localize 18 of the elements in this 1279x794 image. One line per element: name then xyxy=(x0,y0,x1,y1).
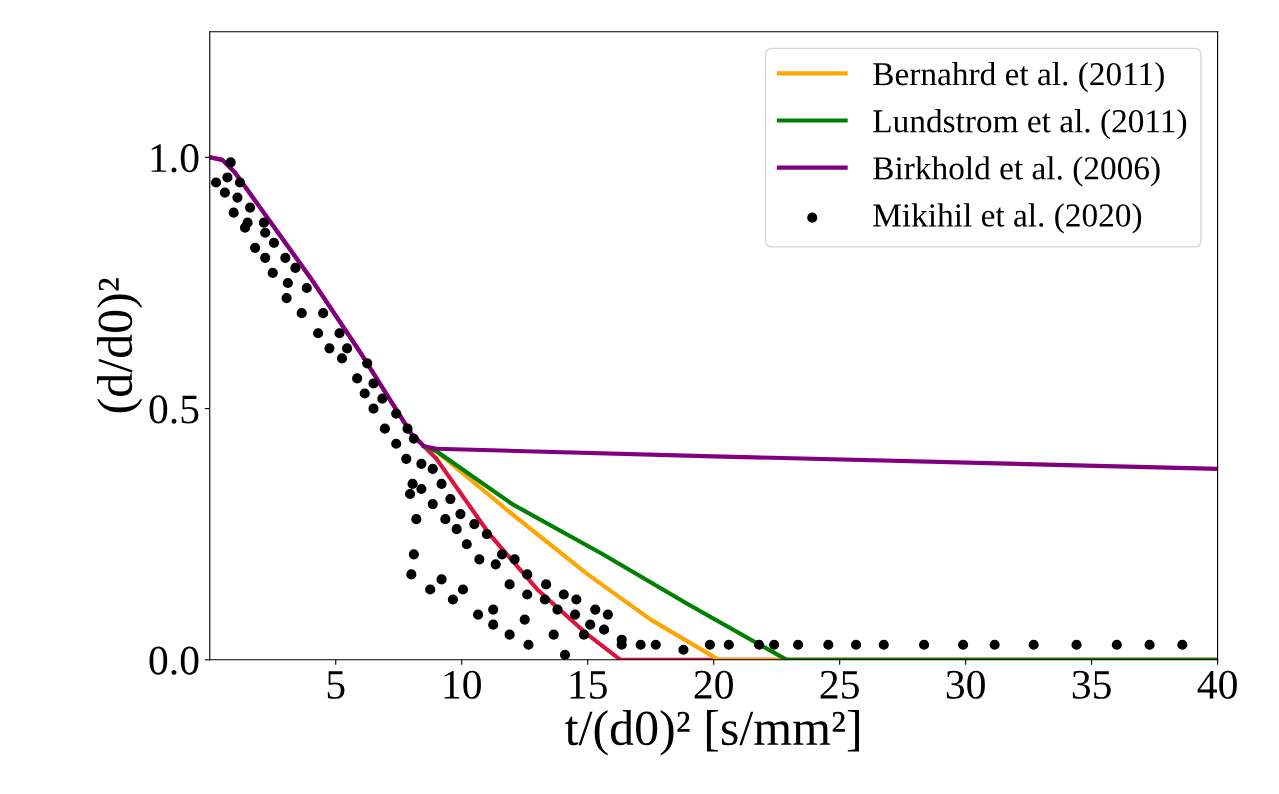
legend-label: Birkhold et al. (2006) xyxy=(873,156,1160,187)
y-tick-label: 0.0 xyxy=(149,646,199,675)
x-tick-label: 30 xyxy=(946,670,985,699)
legend-label: Lundstrom et al. (2011) xyxy=(873,109,1187,140)
x-tick-label: 10 xyxy=(444,670,481,699)
x-axis-title: t/(d0)² [s/mm²] xyxy=(565,710,859,756)
legend-label: Bernahrd et al. (2011) xyxy=(873,61,1164,93)
x-tick-label: 5 xyxy=(327,671,345,699)
line-series xyxy=(209,155,1218,471)
x-tick-label: 20 xyxy=(694,670,733,699)
legend-label: Mikihil et al. (2020) xyxy=(873,203,1142,234)
x-tick-label: 35 xyxy=(1072,670,1111,699)
x-tick-label: 25 xyxy=(820,670,859,699)
x-tick-label: 40 xyxy=(1197,670,1237,699)
y-tick-label: 1.0 xyxy=(151,144,199,173)
x-tick-label: 15 xyxy=(570,670,607,699)
y-axis-title: (d/d0)² xyxy=(97,278,143,413)
y-tick-label: 0.5 xyxy=(149,395,199,424)
